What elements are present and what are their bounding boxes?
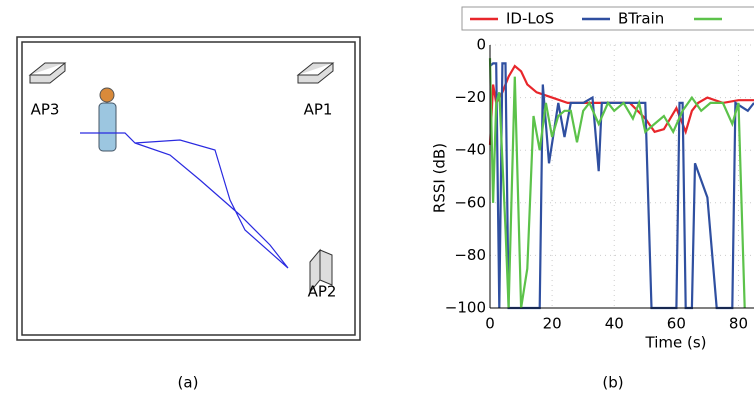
ap-label: AP1 — [304, 101, 333, 119]
y-tick-label: 0 — [476, 36, 486, 54]
x-tick-label: 20 — [543, 315, 562, 333]
room-border-inner — [21, 41, 356, 336]
y-tick-label: −40 — [454, 141, 486, 159]
person — [98, 87, 117, 152]
y-tick-label: −100 — [445, 299, 486, 317]
trajectory — [80, 132, 289, 269]
x-tick-label: 0 — [485, 315, 495, 333]
ap-label: AP2 — [308, 283, 337, 301]
x-axis-label: Time (s) — [645, 334, 707, 352]
series-line — [489, 62, 754, 310]
x-tick-label: 80 — [729, 315, 748, 333]
y-tick-label: −80 — [454, 246, 486, 264]
legend-label: BTrain — [618, 10, 664, 28]
x-tick-label: 40 — [605, 315, 624, 333]
x-tick-label: 60 — [667, 315, 686, 333]
y-tick-label: −20 — [454, 88, 486, 106]
legend-label: ID-LoS — [506, 10, 554, 28]
y-tick-label: −60 — [454, 193, 486, 211]
y-axis-label: RSSI (dB) — [431, 143, 449, 213]
ap-icon — [28, 62, 335, 294]
caption: (b) — [602, 374, 623, 392]
series-line — [488, 58, 746, 309]
caption: (a) — [178, 374, 199, 392]
ap-label: AP3 — [31, 101, 60, 119]
room-border — [16, 36, 361, 341]
